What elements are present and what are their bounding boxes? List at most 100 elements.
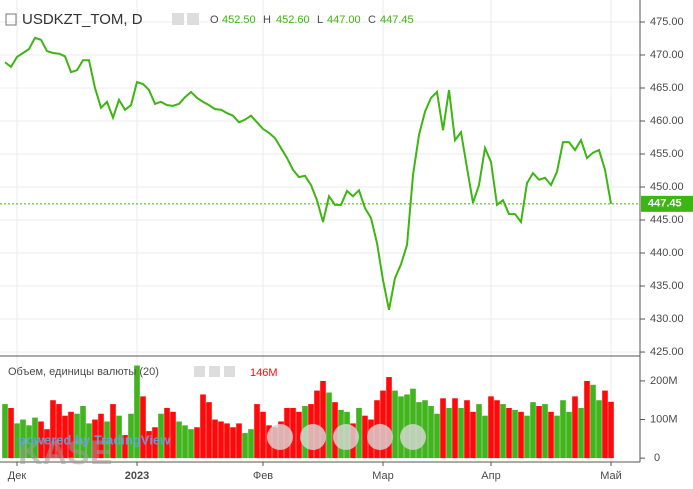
y-tick-label: 470.00 [650, 49, 684, 61]
volume-bar [386, 377, 392, 459]
volume-bar [2, 404, 8, 459]
settings-button[interactable] [187, 13, 199, 25]
volume-bar [326, 392, 332, 459]
volume-bar [584, 380, 590, 459]
volume-bar [434, 413, 440, 459]
volume-bar [62, 415, 68, 459]
volume-bar [110, 404, 116, 459]
volume-bar [446, 407, 452, 459]
volume-bar [206, 402, 212, 459]
volume-bar [542, 404, 548, 459]
volume-bar [560, 400, 566, 459]
volume-last: 146M [250, 367, 278, 379]
volume-bar [200, 394, 206, 459]
volume-bar [422, 400, 428, 459]
last-price-box [641, 195, 693, 212]
vol-eye[interactable] [194, 366, 205, 377]
volume-bar [8, 407, 14, 459]
volume-bar [506, 407, 512, 459]
vol-settings[interactable] [209, 366, 220, 377]
volume-bar [152, 427, 158, 459]
y-tick-label: 475.00 [650, 16, 684, 28]
x-tick-label: Фев [253, 470, 273, 482]
volume-bar [98, 413, 104, 459]
volume-bar [512, 409, 518, 459]
volume-bar [500, 404, 506, 459]
y2-tick-label: 200M [650, 375, 678, 387]
y-tick-label: 465.00 [650, 82, 684, 94]
chart-title: USDKZT_TOM, D [22, 11, 143, 28]
y-tick-label: 435.00 [650, 280, 684, 292]
l-label: L [317, 14, 323, 26]
volume-bar [146, 431, 152, 459]
y2-tick-label: 0 [654, 452, 660, 464]
volume-bar [398, 396, 404, 459]
c-label: C [368, 14, 376, 26]
scroll-left[interactable] [267, 424, 293, 450]
x-tick-label: Апр [481, 470, 500, 482]
volume-bar [530, 402, 536, 459]
h-value: 452.60 [276, 14, 310, 26]
volume-bar [50, 400, 56, 459]
volume-bar [494, 400, 500, 459]
volume-bar [218, 421, 224, 459]
reset[interactable] [333, 424, 359, 450]
eye-button[interactable] [172, 13, 184, 25]
volume-bar [554, 415, 560, 459]
volume-bar [248, 429, 254, 459]
y-tick-label: 430.00 [650, 313, 684, 325]
volume-bar [236, 423, 242, 459]
x-tick-label: Дек [8, 470, 27, 482]
watermark: KASE [18, 434, 112, 472]
volume-bar [518, 411, 524, 459]
volume-bar [14, 423, 20, 459]
volume-bar [74, 413, 80, 459]
volume-bar [566, 411, 572, 459]
volume-bar [296, 411, 302, 459]
y-tick-label: 440.00 [650, 247, 684, 259]
o-label: O [210, 14, 219, 26]
volume-bar [164, 407, 170, 459]
volume-bar [320, 380, 326, 459]
x-tick-label: 2023 [125, 470, 149, 482]
volume-bar [134, 365, 140, 459]
volume-bar [476, 404, 482, 459]
volume-bar [116, 415, 122, 459]
scroll-right[interactable] [400, 424, 426, 450]
volume-bar [140, 396, 146, 459]
volume-bar [488, 396, 494, 459]
zoom-out[interactable] [300, 424, 326, 450]
volume-bar [86, 423, 92, 459]
price-pane: 447.45 [0, 36, 693, 310]
volume-bar [38, 421, 44, 459]
volume-legend: Объем, единицы валюты (20) [8, 366, 159, 378]
volume-bar [230, 427, 236, 459]
volume-bar [254, 404, 260, 459]
volume-bar [56, 404, 62, 459]
zoom-in[interactable] [367, 424, 393, 450]
volume-bar [170, 411, 176, 459]
volume-bar [104, 421, 110, 459]
volume-bar [590, 384, 596, 459]
volume-bar [158, 413, 164, 459]
y-tick-label: 425.00 [650, 346, 684, 358]
volume-bar [362, 415, 368, 459]
volume-bar [482, 415, 488, 459]
volume-bar [176, 421, 182, 459]
x-tick-label: Мар [372, 470, 394, 482]
price-line [4, 36, 612, 310]
volume-bar [80, 406, 86, 459]
volume-bar [182, 425, 188, 459]
volume-bar [92, 419, 98, 459]
vol-close[interactable] [224, 366, 235, 377]
volume-bar [26, 425, 32, 459]
volume-bar [260, 411, 266, 459]
volume-bar [596, 400, 602, 459]
volume-bar [290, 407, 296, 459]
symbol-icon[interactable] [5, 13, 17, 26]
powered-by: powered by TradingView [18, 432, 171, 447]
c-value: 447.45 [380, 14, 414, 26]
volume-bar [314, 390, 320, 459]
volume-bar [224, 423, 230, 459]
